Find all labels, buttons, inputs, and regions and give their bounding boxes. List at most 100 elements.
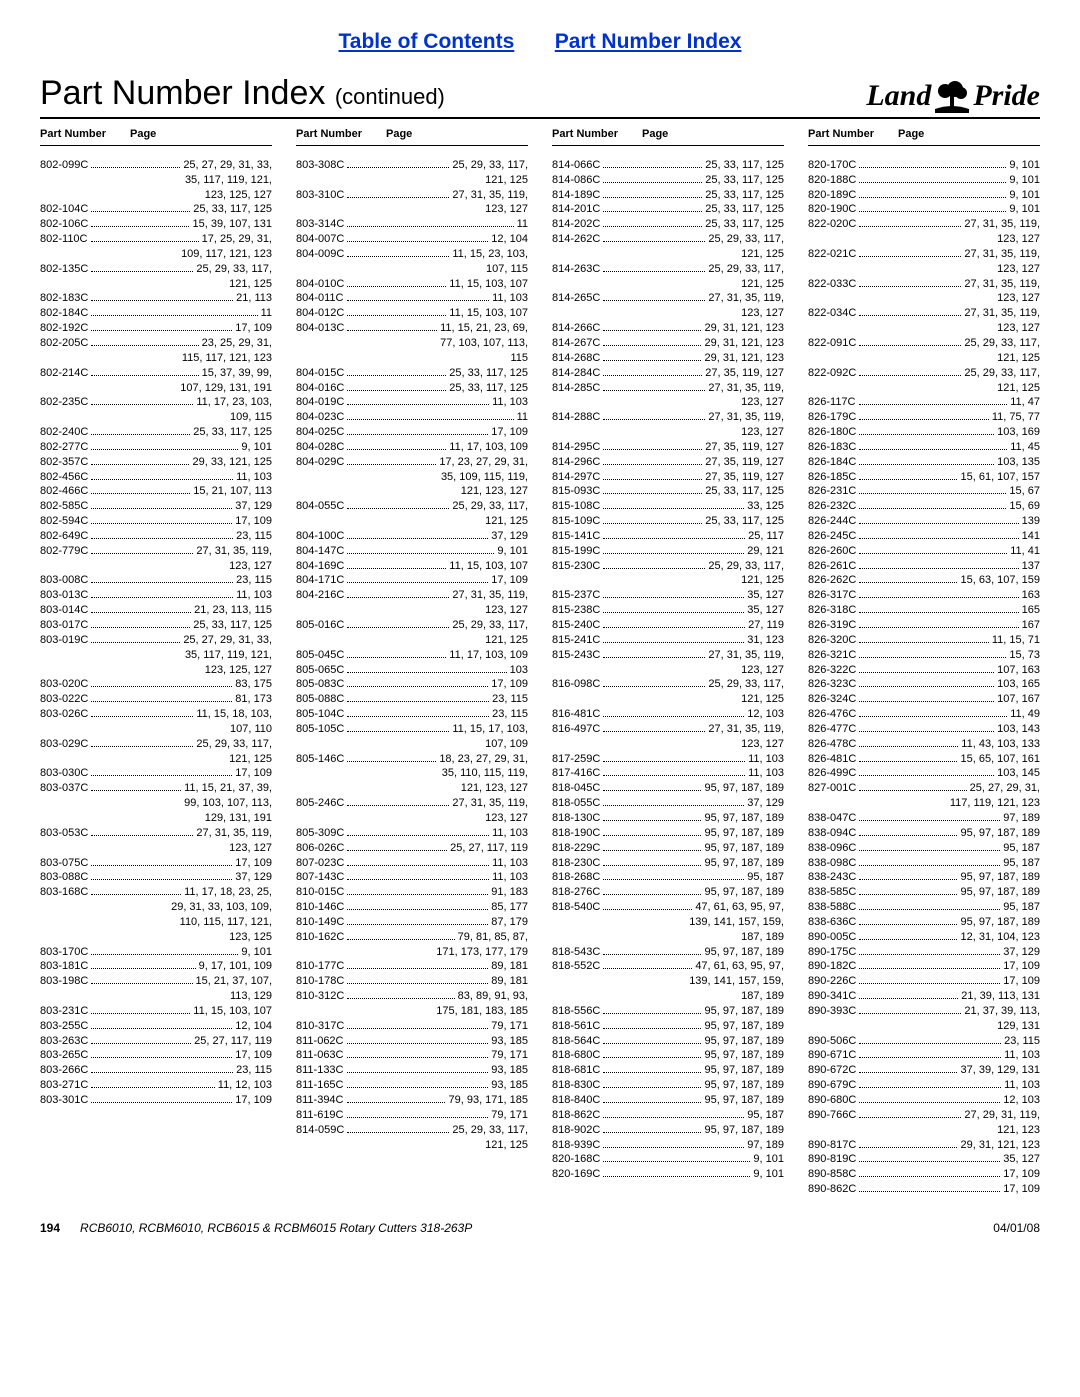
part-number: 804-019C [296,395,344,410]
index-columns: Part NumberPage802-099C25, 27, 29, 31, 3… [40,127,1040,1197]
dot-leader [347,441,446,450]
link-pni[interactable]: Part Number Index [555,30,742,53]
dot-leader [859,367,961,376]
dot-leader [859,931,957,940]
index-entry: 803-310C27, 31, 35, 119, [296,188,528,203]
dot-leader [91,530,233,539]
index-entry: 818-268C95, 187 [552,870,784,885]
page-ref-cont: 123, 127 [296,811,528,826]
dot-leader [603,1050,701,1059]
part-number: 815-199C [552,544,600,559]
index-entry: 802-466C15, 21, 107, 113 [40,484,272,499]
index-entry: 810-317C79, 171 [296,1019,528,1034]
page-ref: 103, 165 [997,677,1040,692]
dot-leader [347,1020,488,1029]
index-entry: 815-093C25, 33, 117, 125 [552,484,784,499]
page-ref: 25, 33, 117, 125 [705,158,784,173]
index-entry: 804-171C17, 109 [296,573,528,588]
dot-leader [603,961,692,970]
page-ref: 9, 101 [497,544,528,559]
dot-leader [347,931,454,940]
dot-leader [347,664,506,673]
index-entry: 802-649C23, 115 [40,529,272,544]
part-number: 803-017C [40,618,88,633]
part-number: 803-026C [40,707,88,722]
page-ref-cont: 123, 127 [552,425,784,440]
part-number: 805-146C [296,752,344,767]
part-number: 811-165C [296,1078,344,1093]
dot-leader [603,471,702,480]
dot-leader [859,1139,957,1148]
dot-leader [347,411,513,420]
dot-leader [603,530,745,539]
part-number: 890-766C [808,1108,856,1123]
part-number: 810-177C [296,959,344,974]
part-number: 814-288C [552,410,600,425]
index-entry: 802-192C17, 109 [40,321,272,336]
page-ref: 25, 29, 33, 117, [964,366,1040,381]
part-number: 803-181C [40,959,88,974]
part-number: 818-230C [552,856,600,871]
dot-leader [859,1050,1001,1059]
part-number: 890-858C [808,1167,856,1182]
index-entry: 838-243C95, 97, 187, 189 [808,870,1040,885]
dot-leader [603,189,702,198]
index-entry: 803-265C17, 109 [40,1048,272,1063]
part-number: 803-037C [40,781,88,796]
page-ref: 15, 63, 107, 159 [960,573,1040,588]
page-ref: 17, 25, 29, 31, [202,232,272,247]
page-ref: 95, 97, 187, 189 [704,811,784,826]
part-number: 826-245C [808,529,856,544]
index-entry: 803-020C83, 175 [40,677,272,692]
page-ref-cont: 121, 123, 127 [296,484,528,499]
dot-leader [859,901,1000,910]
index-entry: 816-497C27, 31, 35, 119, [552,722,784,737]
dot-leader [91,307,257,316]
page-ref: 18, 23, 27, 29, 31, [439,752,528,767]
page-ref: 95, 97, 187, 189 [704,1034,784,1049]
part-number: 803-013C [40,588,88,603]
index-entry: 814-284C27, 35, 119, 127 [552,366,784,381]
link-toc[interactable]: Table of Contents [339,30,515,53]
page-ref: 103, 145 [997,766,1040,781]
tree-icon [935,79,969,113]
dot-leader [859,1065,957,1074]
dot-leader [603,604,744,613]
dot-leader [603,946,701,955]
page-ref: 25, 33, 117, 125 [705,202,784,217]
index-entry: 803-088C37, 129 [40,870,272,885]
part-number: 826-185C [808,470,856,485]
part-number: 802-240C [40,425,88,440]
index-entry: 818-862C95, 187 [552,1108,784,1123]
page-ref: 27, 119 [748,618,784,633]
dot-leader [91,500,232,509]
part-number: 803-020C [40,677,88,692]
part-number: 803-170C [40,945,88,960]
index-entry: 822-033C27, 31, 35, 119, [808,277,1040,292]
page-ref: 95, 97, 187, 189 [960,915,1040,930]
page-ref: 17, 109 [1003,1182,1040,1197]
page-ref: 95, 187 [1003,900,1040,915]
index-entry: 803-255C12, 104 [40,1019,272,1034]
dot-leader [91,218,189,227]
page-ref: 11 [517,410,528,425]
dot-leader [859,575,957,584]
page-ref: 79, 93, 171, 185 [448,1093,528,1108]
part-number: 814-189C [552,188,600,203]
page-ref-cont: 123, 127 [552,737,784,752]
page-ref: 25, 29, 33, 117, [196,737,272,752]
page-ref: 29, 31, 121, 123 [704,321,784,336]
dot-leader [603,560,705,569]
page-ref: 21, 23, 113, 115 [194,603,272,618]
dot-leader [859,782,966,791]
part-number: 826-180C [808,425,856,440]
index-entry: 826-317C163 [808,588,1040,603]
page-ref: 17, 23, 27, 29, 31, [439,455,528,470]
part-number: 890-005C [808,930,856,945]
part-number: 804-016C [296,381,344,396]
page-ref: 11, 15, 21, 37, 39, [184,781,272,796]
page-ref-cont: 121, 123 [808,1123,1040,1138]
index-entry: 818-130C95, 97, 187, 189 [552,811,784,826]
dot-leader [603,857,701,866]
dot-leader [603,649,705,658]
